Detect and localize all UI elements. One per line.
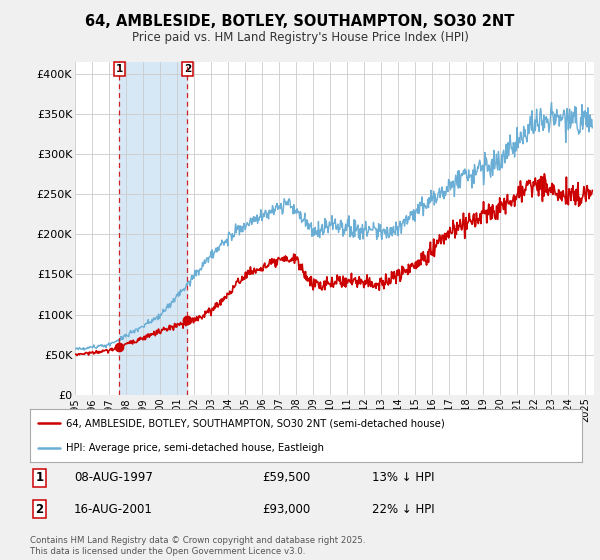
Text: 64, AMBLESIDE, BOTLEY, SOUTHAMPTON, SO30 2NT: 64, AMBLESIDE, BOTLEY, SOUTHAMPTON, SO30… bbox=[85, 14, 515, 29]
Text: Contains HM Land Registry data © Crown copyright and database right 2025.
This d: Contains HM Land Registry data © Crown c… bbox=[30, 536, 365, 556]
Text: 16-AUG-2001: 16-AUG-2001 bbox=[74, 503, 153, 516]
Text: 1: 1 bbox=[35, 471, 44, 484]
Text: 1: 1 bbox=[116, 64, 123, 74]
Text: £93,000: £93,000 bbox=[262, 503, 310, 516]
Text: Price paid vs. HM Land Registry's House Price Index (HPI): Price paid vs. HM Land Registry's House … bbox=[131, 31, 469, 44]
Text: 2: 2 bbox=[35, 503, 44, 516]
Text: 64, AMBLESIDE, BOTLEY, SOUTHAMPTON, SO30 2NT (semi-detached house): 64, AMBLESIDE, BOTLEY, SOUTHAMPTON, SO30… bbox=[66, 418, 445, 428]
Text: £59,500: £59,500 bbox=[262, 471, 310, 484]
Text: 2: 2 bbox=[184, 64, 191, 74]
Text: 13% ↓ HPI: 13% ↓ HPI bbox=[372, 471, 435, 484]
Text: 22% ↓ HPI: 22% ↓ HPI bbox=[372, 503, 435, 516]
Text: HPI: Average price, semi-detached house, Eastleigh: HPI: Average price, semi-detached house,… bbox=[66, 442, 324, 452]
Bar bbox=[119, 62, 187, 395]
Text: 08-AUG-1997: 08-AUG-1997 bbox=[74, 471, 153, 484]
